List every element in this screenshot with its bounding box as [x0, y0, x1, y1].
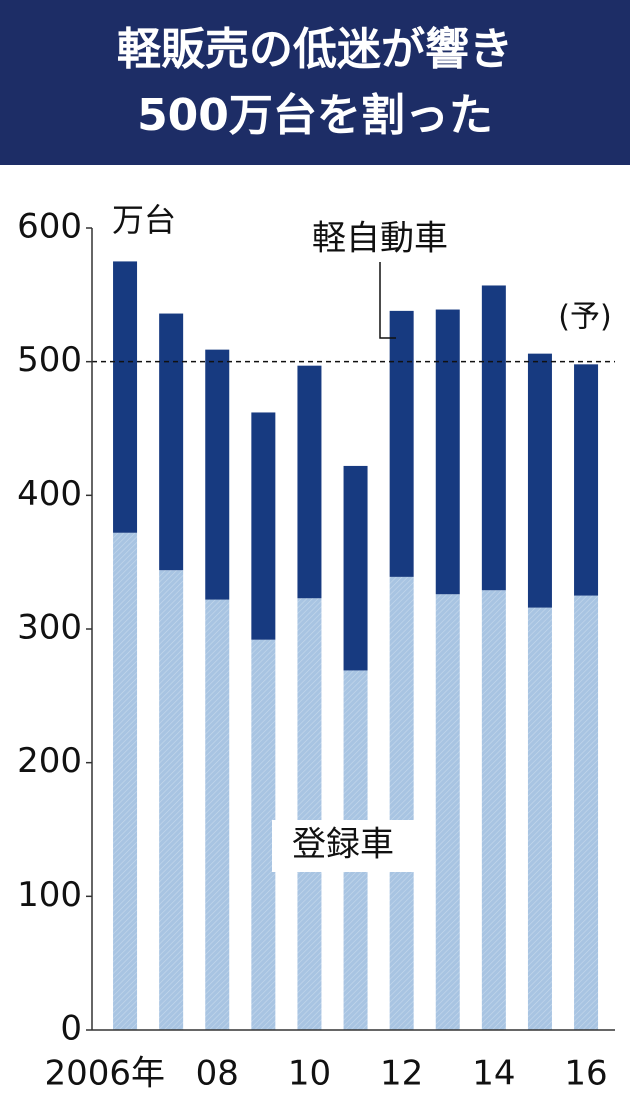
- chart-title: 軽販売の低迷が響き: [117, 24, 513, 75]
- y-tick-label: 600: [17, 207, 82, 247]
- bar-segment: [574, 595, 599, 1030]
- bar-segment: [435, 309, 460, 595]
- bar-segment: [527, 607, 552, 1030]
- bar-segment: [113, 261, 138, 533]
- y-tick-label: 500: [17, 340, 82, 380]
- y-tick-label: 300: [17, 608, 82, 648]
- bar-segment: [343, 465, 368, 671]
- bar-segment: [159, 313, 184, 571]
- x-tick-label: 16: [564, 1054, 607, 1094]
- title-band: [0, 0, 630, 165]
- bar-segment: [159, 570, 184, 1030]
- x-tick-label: 14: [472, 1054, 515, 1094]
- y-tick-label: 200: [17, 741, 82, 781]
- annotation: (予): [558, 300, 611, 335]
- bar-segment: [205, 349, 230, 600]
- x-tick-label: 2006年: [45, 1054, 166, 1094]
- y-tick-label: 400: [17, 474, 82, 514]
- bar-segment: [389, 576, 414, 1030]
- y-tick-label: 0: [60, 1009, 82, 1049]
- x-tick-label: 10: [288, 1054, 331, 1094]
- bar-segment: [435, 594, 460, 1030]
- bar-segment: [481, 285, 506, 591]
- x-tick-label: 08: [196, 1054, 239, 1094]
- legend-label: 登録車: [292, 825, 394, 865]
- bar-segment: [389, 310, 414, 577]
- legend-label: 軽自動車: [312, 219, 448, 259]
- leader-line: [379, 262, 396, 339]
- bar-segment: [297, 598, 322, 1030]
- bar-segment: [481, 590, 506, 1030]
- y-tick-label: 100: [17, 875, 82, 915]
- bar-segment: [113, 532, 138, 1030]
- x-tick-label: 12: [380, 1054, 423, 1094]
- bar-segment: [527, 353, 552, 608]
- chart-title: 500万台を割った: [137, 90, 493, 141]
- bar-segment: [297, 365, 322, 599]
- bar-segment: [251, 639, 276, 1030]
- bar-segment: [251, 412, 276, 640]
- bar-segment: [205, 599, 230, 1030]
- y-unit: 万台: [112, 201, 176, 239]
- legend-label-bg: [272, 820, 414, 872]
- bar-segment: [574, 364, 599, 596]
